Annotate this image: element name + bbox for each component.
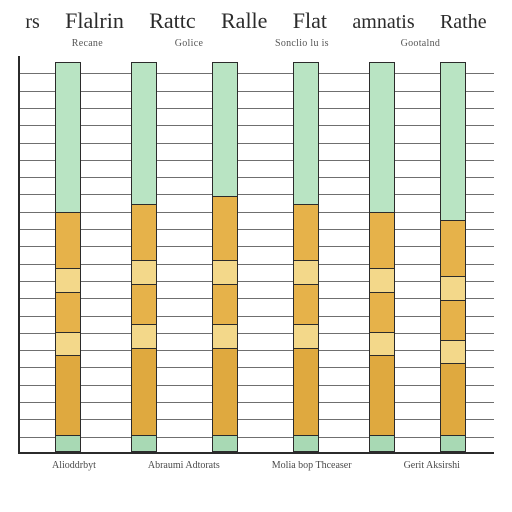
bar-segment [55, 62, 81, 213]
chart-bars [20, 56, 494, 452]
bar-segment [55, 293, 81, 333]
bar-segment [131, 62, 157, 205]
bar-segment [293, 349, 319, 437]
chart-legend: Recane Golice Sonclio lu is Gootalnd [0, 38, 512, 49]
bar-segment [293, 436, 319, 452]
chart-x-axis-labels: Alioddrbyt Abraumi Adtorats Molia bop Thce… [0, 460, 512, 471]
chart-title: rs Flalrin Rattc Ralle Flat amnatis Rathe [0, 8, 512, 34]
bar-segment [131, 285, 157, 325]
bar [212, 62, 238, 452]
title-word: Rathe [440, 11, 487, 34]
bar-segment [369, 333, 395, 357]
bar-segment [55, 213, 81, 269]
bar-segment [131, 261, 157, 285]
title-word: Rattc [149, 8, 195, 34]
bar-segment [369, 269, 395, 293]
title-word: Flat [293, 8, 327, 34]
bar [369, 62, 395, 452]
bar-segment [212, 349, 238, 437]
bar-segment [440, 221, 466, 277]
legend-item: Sonclio lu is [275, 38, 329, 49]
bar-segment [369, 356, 395, 436]
bar-segment [369, 293, 395, 333]
bar-segment [293, 62, 319, 205]
bar-segment [440, 341, 466, 365]
bar-segment [369, 213, 395, 269]
bar-segment [55, 333, 81, 357]
x-axis-label: Alioddrbyt [52, 460, 96, 471]
bar-segment [293, 325, 319, 349]
legend-item: Golice [175, 38, 203, 49]
title-word: amnatis [352, 11, 414, 34]
bar-segment [369, 62, 395, 213]
bar-segment [293, 261, 319, 285]
bar-segment [293, 205, 319, 261]
bar-segment [440, 277, 466, 301]
bar-segment [55, 269, 81, 293]
bar-segment [369, 436, 395, 452]
bar-segment [131, 205, 157, 261]
bar [293, 62, 319, 452]
bar-segment [212, 436, 238, 452]
bar-segment [440, 436, 466, 452]
bar-segment [55, 356, 81, 436]
x-axis-label: Molia bop Thceaser [272, 460, 352, 471]
title-word: Ralle [221, 8, 267, 34]
bar-segment [293, 285, 319, 325]
title-word: rs [25, 11, 39, 34]
bar [131, 62, 157, 452]
bar-segment [131, 349, 157, 437]
bar-segment [212, 261, 238, 285]
title-word: Flalrin [65, 8, 124, 34]
bar [440, 62, 466, 452]
bar-segment [212, 285, 238, 325]
bar [55, 62, 81, 452]
bar-segment [131, 325, 157, 349]
bar-segment [131, 436, 157, 452]
bar-segment [440, 301, 466, 341]
x-axis-label: Abraumi Adtorats [148, 460, 220, 471]
bar-segment [212, 325, 238, 349]
x-axis-label: Gerit Aksirshi [404, 460, 460, 471]
chart-plot-area [18, 56, 494, 454]
legend-item: Gootalnd [401, 38, 441, 49]
bar-segment [212, 62, 238, 197]
bar-segment [440, 364, 466, 436]
bar-segment [55, 436, 81, 452]
bar-segment [212, 197, 238, 261]
bar-segment [440, 62, 466, 221]
legend-item: Recane [72, 38, 103, 49]
